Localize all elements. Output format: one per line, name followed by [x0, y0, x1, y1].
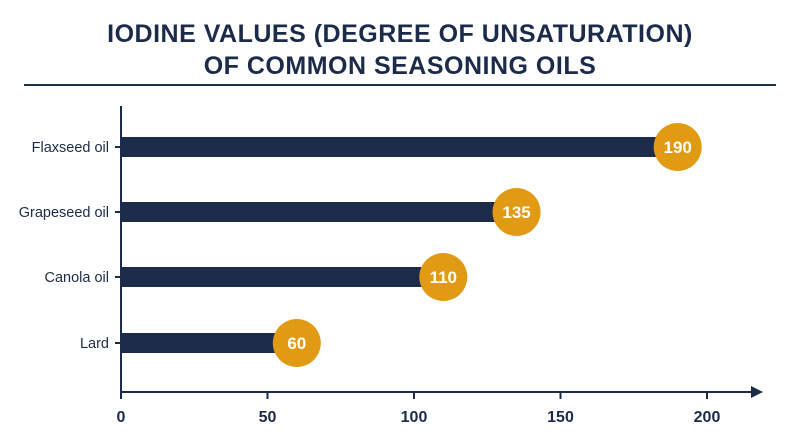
data-label: 135 [502, 203, 530, 222]
value-badge [272, 319, 321, 367]
data-label: 190 [664, 138, 692, 157]
category-label: Grapeseed oil [19, 205, 109, 221]
bar [122, 267, 444, 287]
x-tick-label: 200 [694, 409, 721, 426]
value-badge [419, 253, 468, 301]
value-badge [492, 188, 541, 236]
x-tick-label: 100 [401, 409, 428, 426]
x-tick-label: 0 [117, 409, 126, 426]
category-label: Lard [80, 336, 109, 352]
category-label: Canola oil [45, 270, 110, 286]
value-badge [653, 123, 702, 171]
data-label: 60 [287, 334, 306, 353]
chart-title-line-2: OF COMMON SEASONING OILS [203, 52, 597, 80]
x-axis-arrow-icon [751, 386, 763, 398]
category-label: Flaxseed oil [32, 140, 109, 156]
bar [122, 137, 678, 157]
bar [122, 202, 517, 222]
chart-title: IODINE VALUES (DEGREE OF UNSATURATION) O… [0, 18, 800, 82]
title-divider [24, 84, 776, 86]
x-tick-label: 50 [259, 409, 277, 426]
bar [122, 333, 297, 353]
chart-title-line-1: IODINE VALUES (DEGREE OF UNSATURATION) [107, 20, 693, 48]
data-label: 110 [430, 268, 457, 287]
x-tick-label: 150 [547, 409, 574, 426]
